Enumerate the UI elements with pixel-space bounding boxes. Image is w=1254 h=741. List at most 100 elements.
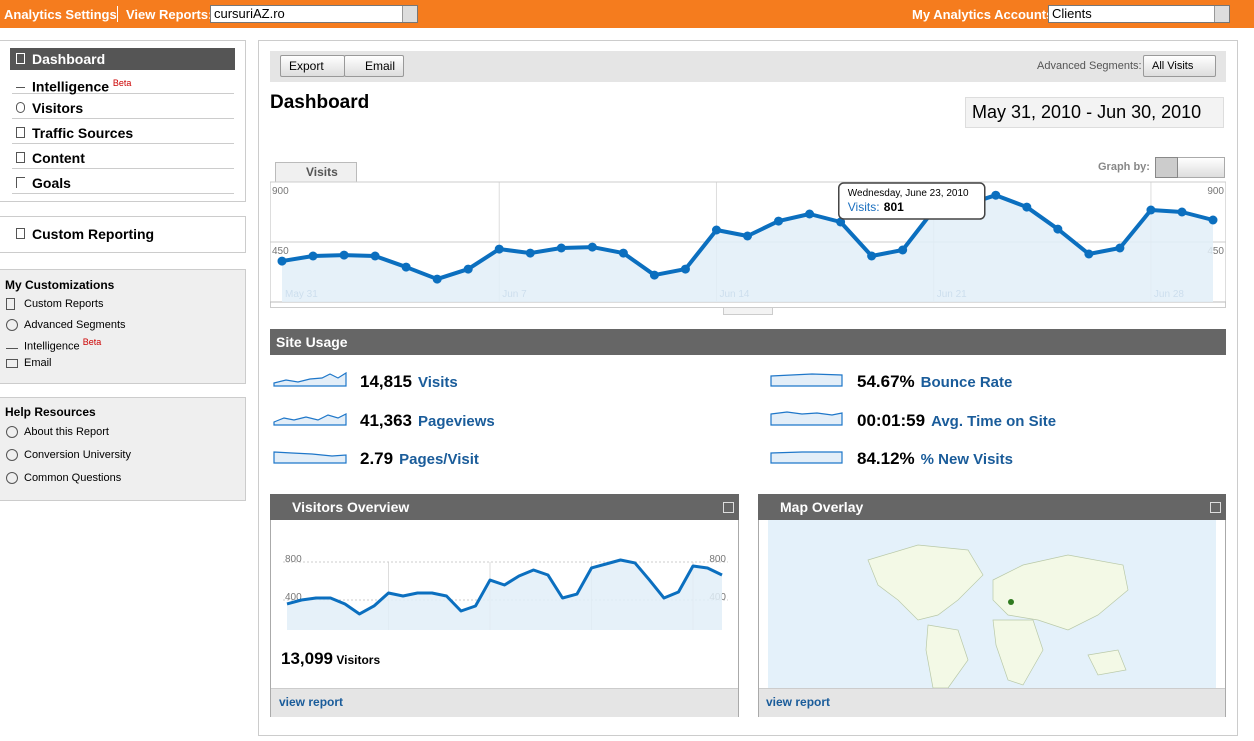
y-tick-label: 800 bbox=[709, 554, 726, 565]
metric-value: 2.79 bbox=[360, 449, 394, 468]
nav-item[interactable]: Content bbox=[12, 147, 234, 169]
point bbox=[587, 242, 597, 252]
page-title: Dashboard bbox=[270, 92, 370, 113]
select-arrow bbox=[1214, 6, 1229, 22]
land bbox=[1087, 649, 1127, 676]
point bbox=[711, 225, 721, 235]
side-label[interactable]: Custom Reports bbox=[24, 298, 104, 310]
point bbox=[370, 251, 380, 261]
metric-label[interactable]: Bounce Rate bbox=[920, 374, 1013, 391]
view-report-link[interactable]: view report bbox=[279, 695, 344, 709]
account-select[interactable]: Clients bbox=[1048, 5, 1230, 23]
nav-item[interactable]: Dashboard bbox=[12, 48, 234, 70]
section-title: Help Resources bbox=[5, 405, 96, 419]
point bbox=[339, 250, 349, 260]
settings-link[interactable]: Analytics Settings bbox=[4, 7, 117, 22]
nav-label[interactable]: Custom Reporting bbox=[32, 226, 155, 242]
nav-box bbox=[0, 40, 246, 202]
metric-label[interactable]: Pages/Visit bbox=[399, 451, 479, 468]
metric: 2.79 Pages/Visit bbox=[360, 449, 479, 469]
sparkline bbox=[273, 413, 347, 426]
side-label[interactable]: Common Questions bbox=[24, 472, 122, 484]
point bbox=[618, 248, 628, 258]
metric-label[interactable]: Pageviews bbox=[418, 413, 495, 430]
side-link[interactable]: Custom Reports bbox=[6, 298, 103, 310]
point bbox=[494, 244, 504, 254]
beta-badge: Beta bbox=[112, 78, 132, 88]
point bbox=[805, 209, 815, 219]
site-usage-header: Site Usage bbox=[270, 329, 1226, 355]
metric: 54.67% Bounce Rate bbox=[857, 372, 1012, 392]
export-button[interactable]: Export bbox=[280, 55, 345, 77]
world-map bbox=[768, 520, 1216, 688]
point bbox=[556, 243, 566, 253]
view-report-link[interactable]: view report bbox=[766, 695, 831, 709]
y-tick-label: 450 bbox=[272, 246, 289, 257]
metric-value: 00:01:59 bbox=[857, 411, 926, 430]
main-panel bbox=[258, 40, 1238, 736]
nav-label[interactable]: Goals bbox=[32, 175, 71, 191]
graph-resize[interactable] bbox=[723, 307, 773, 315]
side-link[interactable]: Email bbox=[6, 357, 52, 369]
view-reports-label: View Reports: bbox=[126, 7, 213, 22]
nav-item[interactable]: Traffic Sources bbox=[12, 122, 234, 144]
metric-label[interactable]: Avg. Time on Site bbox=[931, 413, 1057, 430]
y-tick-label: 450 bbox=[1207, 246, 1224, 257]
close-icon[interactable] bbox=[723, 502, 734, 513]
point bbox=[277, 256, 287, 266]
nav-label[interactable]: Visitors bbox=[32, 100, 84, 116]
metric: 41,363 Pageviews bbox=[360, 411, 495, 431]
y-tick-label: 900 bbox=[1207, 186, 1224, 197]
nav-item[interactable]: Goals bbox=[12, 172, 234, 194]
sparkline-group bbox=[273, 371, 843, 464]
point bbox=[991, 190, 1001, 200]
side-label[interactable]: About this Report bbox=[24, 426, 109, 438]
panel-footer bbox=[759, 688, 1225, 717]
side-label[interactable]: Advanced Segments bbox=[24, 319, 126, 331]
highlight bbox=[1008, 599, 1014, 605]
nav-label[interactable]: Traffic Sources bbox=[32, 125, 134, 141]
visits-chart: May 31Jun 7Jun 14Jun 21Jun 2845045090090… bbox=[270, 181, 1226, 303]
date-range[interactable]: May 31, 2010 - Jun 30, 2010 bbox=[965, 97, 1224, 128]
point bbox=[836, 217, 846, 227]
side-link[interactable]: Intelligence Beta bbox=[6, 337, 101, 353]
metric-tab[interactable]: Visits bbox=[275, 162, 357, 182]
nav-item[interactable]: Intelligence Beta bbox=[12, 72, 234, 95]
section-title: My Customizations bbox=[5, 278, 115, 292]
nav-label[interactable]: Content bbox=[32, 150, 85, 166]
top-bar bbox=[0, 0, 1254, 28]
sparkline bbox=[770, 373, 843, 387]
y-tick-label: 900 bbox=[272, 186, 289, 197]
panel-footer bbox=[271, 688, 738, 717]
side-label[interactable]: Intelligence bbox=[24, 340, 80, 353]
customizations-box bbox=[0, 269, 246, 384]
tooltip-value: 801 bbox=[884, 200, 904, 214]
nav-label[interactable]: Dashboard bbox=[32, 51, 106, 67]
close-icon[interactable] bbox=[1210, 502, 1221, 513]
sparklines bbox=[273, 371, 843, 464]
metric-value: 84.12% bbox=[857, 449, 915, 468]
nav-item[interactable]: Visitors bbox=[12, 97, 234, 119]
help-link[interactable]: Common Questions bbox=[6, 472, 121, 484]
graph-by-day[interactable] bbox=[1155, 157, 1178, 178]
help-link[interactable]: Conversion University bbox=[6, 449, 131, 461]
nav-label[interactable]: Intelligence bbox=[32, 78, 110, 95]
side-link[interactable]: Advanced Segments bbox=[6, 319, 126, 331]
metric-label[interactable]: % New Visits bbox=[920, 451, 1013, 468]
nav-item[interactable]: Custom Reporting bbox=[12, 223, 234, 245]
profile-select[interactable]: cursuriAZ.ro bbox=[210, 5, 418, 23]
help-link[interactable]: About this Report bbox=[6, 426, 109, 438]
point bbox=[1115, 243, 1125, 253]
side-label[interactable]: Conversion University bbox=[24, 449, 131, 461]
metric: 00:01:59 Avg. Time on Site bbox=[857, 411, 1056, 431]
land bbox=[992, 554, 1129, 631]
email-button[interactable]: Email bbox=[344, 55, 405, 77]
toolbar bbox=[270, 51, 1226, 82]
segment-button[interactable]: All Visits bbox=[1143, 55, 1217, 77]
side-label[interactable]: Email bbox=[24, 357, 52, 369]
metric-label[interactable]: Visits bbox=[418, 374, 458, 391]
separator bbox=[117, 6, 118, 22]
line bbox=[286, 558, 723, 616]
total-unit: Visitors bbox=[336, 653, 381, 667]
sparkline bbox=[273, 451, 347, 464]
